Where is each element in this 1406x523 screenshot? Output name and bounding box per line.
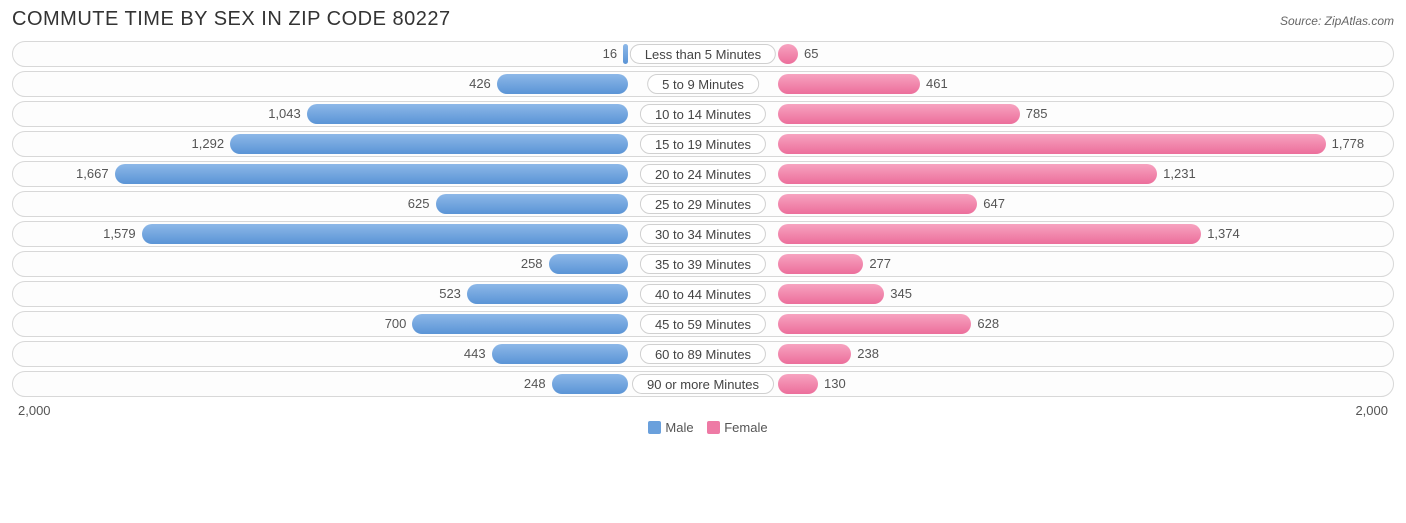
male-bar	[307, 104, 628, 124]
category-pill: 10 to 14 Minutes	[640, 104, 766, 124]
female-value: 461	[926, 72, 948, 96]
female-value: 65	[804, 42, 818, 66]
bar-row: 1,579 1,374 30 to 34 Minutes	[12, 221, 1394, 247]
bar-row: 1,667 1,231 20 to 24 Minutes	[12, 161, 1394, 187]
female-bar	[778, 164, 1157, 184]
category-pill: 20 to 24 Minutes	[640, 164, 766, 184]
female-bar	[778, 374, 818, 394]
female-bar	[778, 284, 884, 304]
bar-row: 1,043 785 10 to 14 Minutes	[12, 101, 1394, 127]
female-bar	[778, 254, 863, 274]
male-bar	[412, 314, 628, 334]
category-pill: Less than 5 Minutes	[630, 44, 776, 64]
bar-row: 700 628 45 to 59 Minutes	[12, 311, 1394, 337]
male-value: 248	[524, 372, 546, 396]
category-pill: 40 to 44 Minutes	[640, 284, 766, 304]
male-value: 700	[385, 312, 407, 336]
male-value: 1,579	[103, 222, 136, 246]
male-bar	[492, 344, 628, 364]
category-pill: 25 to 29 Minutes	[640, 194, 766, 214]
female-value: 1,231	[1163, 162, 1196, 186]
bar-row: 523 345 40 to 44 Minutes	[12, 281, 1394, 307]
female-value: 1,374	[1207, 222, 1240, 246]
axis-label-left: 2,000	[18, 403, 51, 418]
female-swatch	[707, 421, 720, 434]
chart-title: COMMUTE TIME BY SEX IN ZIP CODE 80227	[12, 8, 451, 31]
female-value: 345	[890, 282, 912, 306]
male-swatch	[648, 421, 661, 434]
bar-row: 16 65 Less than 5 Minutes	[12, 41, 1394, 67]
female-value: 130	[824, 372, 846, 396]
legend: Male Female	[12, 420, 1394, 435]
bar-row: 625 647 25 to 29 Minutes	[12, 191, 1394, 217]
male-value: 1,667	[76, 162, 109, 186]
male-bar	[552, 374, 628, 394]
female-value: 1,778	[1332, 132, 1365, 156]
female-value: 785	[1026, 102, 1048, 126]
legend-female-label: Female	[724, 420, 767, 435]
male-value: 625	[408, 192, 430, 216]
male-value: 1,043	[268, 102, 301, 126]
category-pill: 5 to 9 Minutes	[647, 74, 759, 94]
female-bar	[778, 224, 1201, 244]
female-bar	[778, 134, 1326, 154]
source-attribution: Source: ZipAtlas.com	[1280, 14, 1394, 28]
female-value: 238	[857, 342, 879, 366]
category-pill: 60 to 89 Minutes	[640, 344, 766, 364]
bar-row: 1,292 1,778 15 to 19 Minutes	[12, 131, 1394, 157]
female-bar	[778, 194, 977, 214]
female-bar	[778, 44, 798, 64]
x-axis: 2,000 2,000	[12, 401, 1394, 418]
male-value: 16	[603, 42, 617, 66]
male-value: 443	[464, 342, 486, 366]
category-pill: 15 to 19 Minutes	[640, 134, 766, 154]
female-bar	[778, 74, 920, 94]
category-pill: 45 to 59 Minutes	[640, 314, 766, 334]
male-bar	[497, 74, 628, 94]
female-bar	[778, 104, 1020, 124]
bar-row: 258 277 35 to 39 Minutes	[12, 251, 1394, 277]
male-bar	[115, 164, 628, 184]
category-pill: 30 to 34 Minutes	[640, 224, 766, 244]
female-value: 647	[983, 192, 1005, 216]
male-value: 1,292	[192, 132, 225, 156]
bar-row: 426 461 5 to 9 Minutes	[12, 71, 1394, 97]
male-value: 258	[521, 252, 543, 276]
male-bar	[467, 284, 628, 304]
category-pill: 90 or more Minutes	[632, 374, 774, 394]
female-bar	[778, 314, 971, 334]
female-value: 277	[869, 252, 891, 276]
bar-row: 443 238 60 to 89 Minutes	[12, 341, 1394, 367]
male-value: 426	[469, 72, 491, 96]
male-bar	[436, 194, 629, 214]
category-pill: 35 to 39 Minutes	[640, 254, 766, 274]
female-value: 628	[977, 312, 999, 336]
male-bar	[230, 134, 628, 154]
axis-label-right: 2,000	[1355, 403, 1388, 418]
population-pyramid-chart: 16 65 Less than 5 Minutes 426 461 5 to 9 Minu…	[12, 41, 1394, 397]
female-bar	[778, 344, 851, 364]
male-bar	[623, 44, 628, 64]
male-value: 523	[439, 282, 461, 306]
male-bar	[142, 224, 628, 244]
bar-row: 248 130 90 or more Minutes	[12, 371, 1394, 397]
legend-male-label: Male	[665, 420, 693, 435]
male-bar	[549, 254, 628, 274]
